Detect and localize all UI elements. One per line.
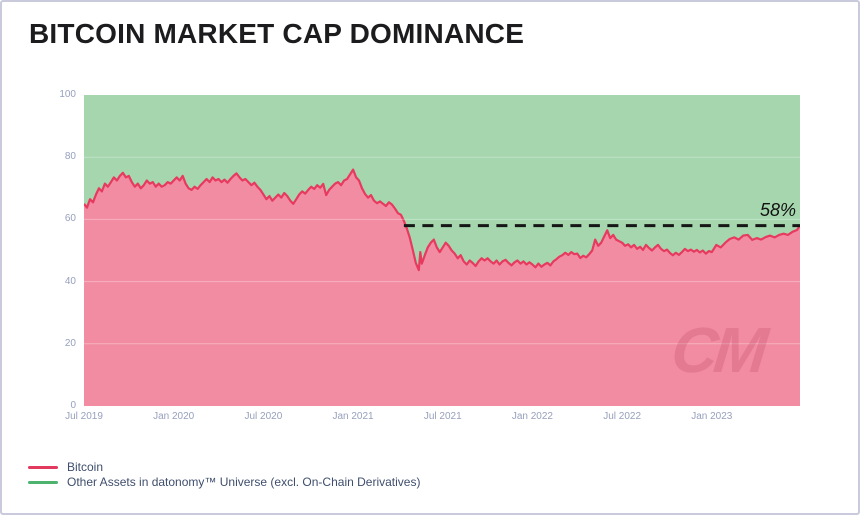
other-assets-line-swatch-icon [28,480,58,484]
dominance-58-percent-label: 58% [759,199,796,220]
y-tick-20: 20 [64,337,76,349]
x-tick-jan-2020: Jan 2020 [153,411,195,422]
bitcoin-line-swatch-icon [28,465,58,469]
x-tick-jul-2020: Jul 2020 [244,411,283,422]
x-tick-jul-2021: Jul 2021 [423,411,462,422]
x-tick-jul-2022: Jul 2022 [603,411,642,422]
y-tick-100: 100 [59,89,76,100]
x-tick-jul-2019: Jul 2019 [65,411,103,422]
x-tick-jan-2023: Jan 2023 [691,411,733,422]
coinmetrics-watermark-logo: CM [668,314,768,386]
x-tick-jan-2022: Jan 2022 [511,411,553,422]
legend-item-other-assets: Other Assets in datonomy™ Universe (excl… [28,475,420,489]
y-tick-60: 60 [64,213,76,225]
dominance-area-chart [84,95,800,406]
chart-legend: Bitcoin Other Assets in datonomy™ Univer… [28,460,420,490]
legend-label-other-assets: Other Assets in datonomy™ Universe (excl… [67,474,421,489]
y-tick-40: 40 [64,275,76,287]
plot-area: CM [84,95,800,406]
legend-label-bitcoin: Bitcoin [67,459,104,474]
y-tick-80: 80 [64,151,76,163]
y-tick-0: 0 [70,400,76,411]
chart-title: BITCOIN MARKET CAP DOMINANCE [29,18,525,49]
legend-item-bitcoin: Bitcoin [28,460,420,474]
x-tick-jan-2021: Jan 2021 [332,411,374,422]
